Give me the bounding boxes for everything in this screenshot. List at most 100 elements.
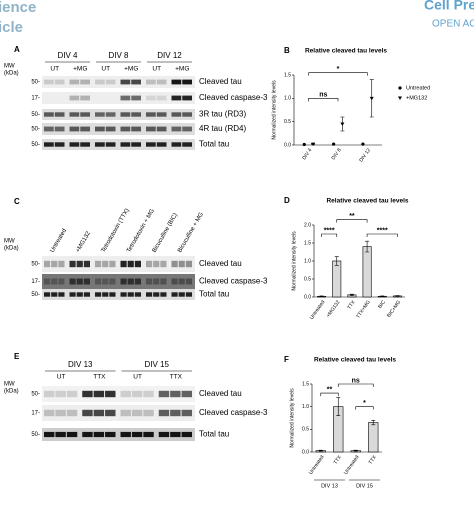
significance-label: ** — [327, 386, 333, 393]
lane-label: Bicuculline (BIC) — [152, 212, 179, 253]
y-tick-label: 0.0 — [304, 294, 311, 300]
x-tick-label: Untreated — [308, 454, 326, 476]
lane-label: TTX — [170, 374, 183, 381]
x-tick-label: Untreated — [343, 454, 361, 476]
x-tick-label: +MG132 — [325, 299, 341, 318]
blot-band — [143, 390, 154, 398]
blot-band — [44, 142, 54, 147]
lane-label: UT — [133, 374, 142, 381]
error-bar — [380, 295, 385, 297]
blot-band — [51, 292, 58, 297]
blot-band — [106, 96, 116, 101]
blot-band — [182, 112, 192, 117]
blot-band — [182, 126, 192, 132]
row-label: Cleaved tau — [199, 259, 242, 268]
data-point — [369, 96, 374, 101]
significance-label: **** — [324, 227, 335, 234]
legend-label: +MG132 — [406, 95, 427, 101]
x-tick-label: TTX — [333, 454, 344, 466]
blot-band — [69, 142, 80, 147]
blot-band — [109, 278, 116, 285]
blot-band — [105, 142, 116, 147]
publisher-name: Cell Pre — [424, 0, 474, 13]
data-point — [398, 96, 402, 100]
blot-band — [102, 260, 109, 268]
significance-bracket — [355, 406, 374, 410]
data-point — [302, 142, 306, 147]
blot-band — [131, 142, 141, 147]
blot-band — [80, 126, 90, 132]
blot-band — [146, 142, 156, 147]
mw-marker: 17- — [31, 411, 40, 417]
blot-band — [131, 95, 141, 101]
blot-band — [131, 79, 141, 85]
error-bar — [395, 295, 400, 297]
blot-band — [58, 260, 65, 268]
blot-band — [54, 126, 65, 132]
significance-bracket — [336, 219, 368, 223]
blot-band — [158, 390, 170, 398]
blot-band — [171, 112, 182, 117]
blot-band — [120, 126, 131, 132]
blot-band — [185, 278, 192, 285]
journal-name: icle — [0, 19, 23, 36]
blot-band — [109, 260, 116, 268]
blot-band — [69, 278, 76, 285]
blot-band — [146, 292, 153, 297]
x-tick-label: Untreated — [309, 299, 327, 321]
blot-band — [80, 142, 90, 147]
blot-band — [170, 409, 181, 417]
mw-marker: 50- — [31, 262, 40, 268]
mw-marker: 50- — [31, 292, 40, 298]
blot-band — [153, 278, 160, 285]
blot-band — [131, 409, 143, 417]
significance-label: ** — [349, 213, 355, 220]
blot-band — [55, 390, 66, 398]
y-tick-label: 0.5 — [304, 276, 311, 282]
error-bar — [353, 449, 358, 452]
blot-band — [131, 390, 143, 398]
blot-band — [82, 390, 93, 398]
chart-title: Relative cleaved tau levels — [314, 357, 396, 364]
blot-band — [185, 260, 192, 268]
blot-band — [95, 79, 105, 85]
blot-strip — [42, 123, 195, 135]
legend-label: Untreated — [406, 85, 430, 91]
blot-band — [171, 95, 182, 101]
blot-band — [120, 142, 131, 147]
blot-band — [80, 112, 90, 117]
blot-band — [120, 112, 131, 117]
blot-band — [105, 112, 116, 117]
blot-band — [95, 142, 105, 147]
blot-band — [105, 79, 116, 85]
data-point — [361, 142, 365, 146]
blot-band — [102, 292, 109, 297]
blot-band — [55, 96, 65, 101]
y-tick-label: 0.0 — [302, 449, 309, 455]
y-tick-label: 1.5 — [304, 240, 311, 246]
blot-band — [158, 409, 170, 417]
blot-band — [156, 95, 167, 101]
blot-band — [95, 292, 102, 297]
blot-band — [120, 79, 131, 85]
blot-strip — [42, 139, 195, 150]
blot-strip — [42, 289, 195, 300]
mw-marker: 50- — [31, 112, 40, 118]
blot-band — [69, 292, 76, 297]
lane-label: UT — [152, 66, 161, 73]
error-bar — [336, 397, 341, 417]
chart-title: Relative cleaved tau levels — [326, 198, 408, 205]
blot-band — [181, 409, 192, 417]
blot-band — [182, 142, 192, 147]
error-bar — [365, 240, 370, 253]
panel-label: A — [14, 45, 20, 54]
significance-bracket — [308, 72, 368, 76]
blot-band — [160, 278, 167, 285]
blot-band — [58, 278, 65, 285]
blot-band — [120, 95, 131, 101]
blot-band — [131, 126, 141, 132]
blot-band — [120, 278, 127, 285]
mw-marker: 17- — [31, 96, 40, 102]
blot-band — [120, 260, 127, 268]
